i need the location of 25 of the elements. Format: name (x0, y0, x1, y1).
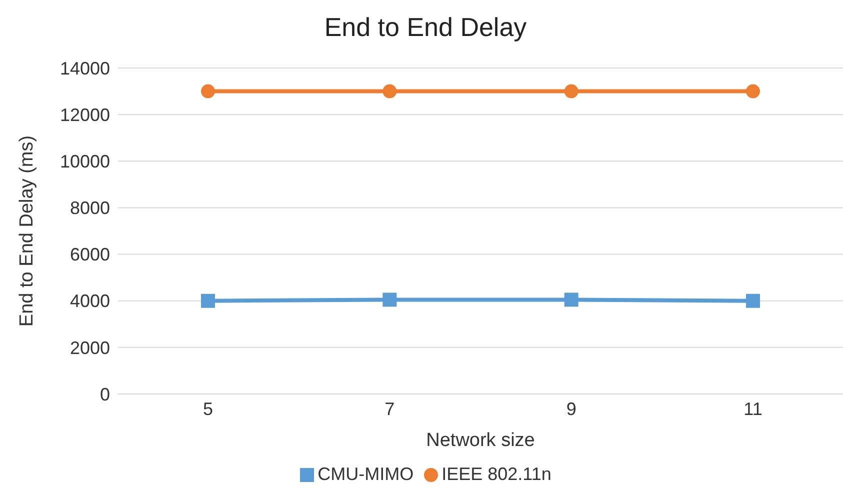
point (201, 294, 215, 308)
y-tick-label: 6000 (70, 244, 110, 265)
y-axis-title: End to End Delay (ms) (16, 135, 38, 327)
point (382, 292, 397, 307)
y-tick-label: 8000 (70, 198, 110, 218)
point (564, 84, 578, 98)
y-tick-label: 2000 (70, 338, 110, 358)
point (564, 292, 578, 307)
point (746, 84, 760, 98)
x-tick-label: 7 (384, 398, 395, 419)
point (201, 84, 215, 98)
x-tick-label: 5 (202, 398, 214, 419)
point (746, 294, 760, 308)
y-tick-label: 4000 (70, 291, 110, 312)
x-axis-title: Network size (426, 430, 535, 451)
legend-label: IEEE 802.11n (442, 464, 552, 484)
point (382, 84, 397, 98)
y-tick-label: 10000 (60, 152, 110, 172)
y-tick-label: 12000 (60, 104, 110, 125)
x-tick-label: 9 (566, 398, 576, 419)
chart-title: End to End Delay (323, 12, 528, 43)
legend-label: CMU-MIMO (318, 464, 414, 484)
y-tick-label: 0 (100, 384, 110, 404)
x-tick-label: 11 (744, 398, 762, 419)
y-tick-label: 14000 (60, 58, 110, 78)
